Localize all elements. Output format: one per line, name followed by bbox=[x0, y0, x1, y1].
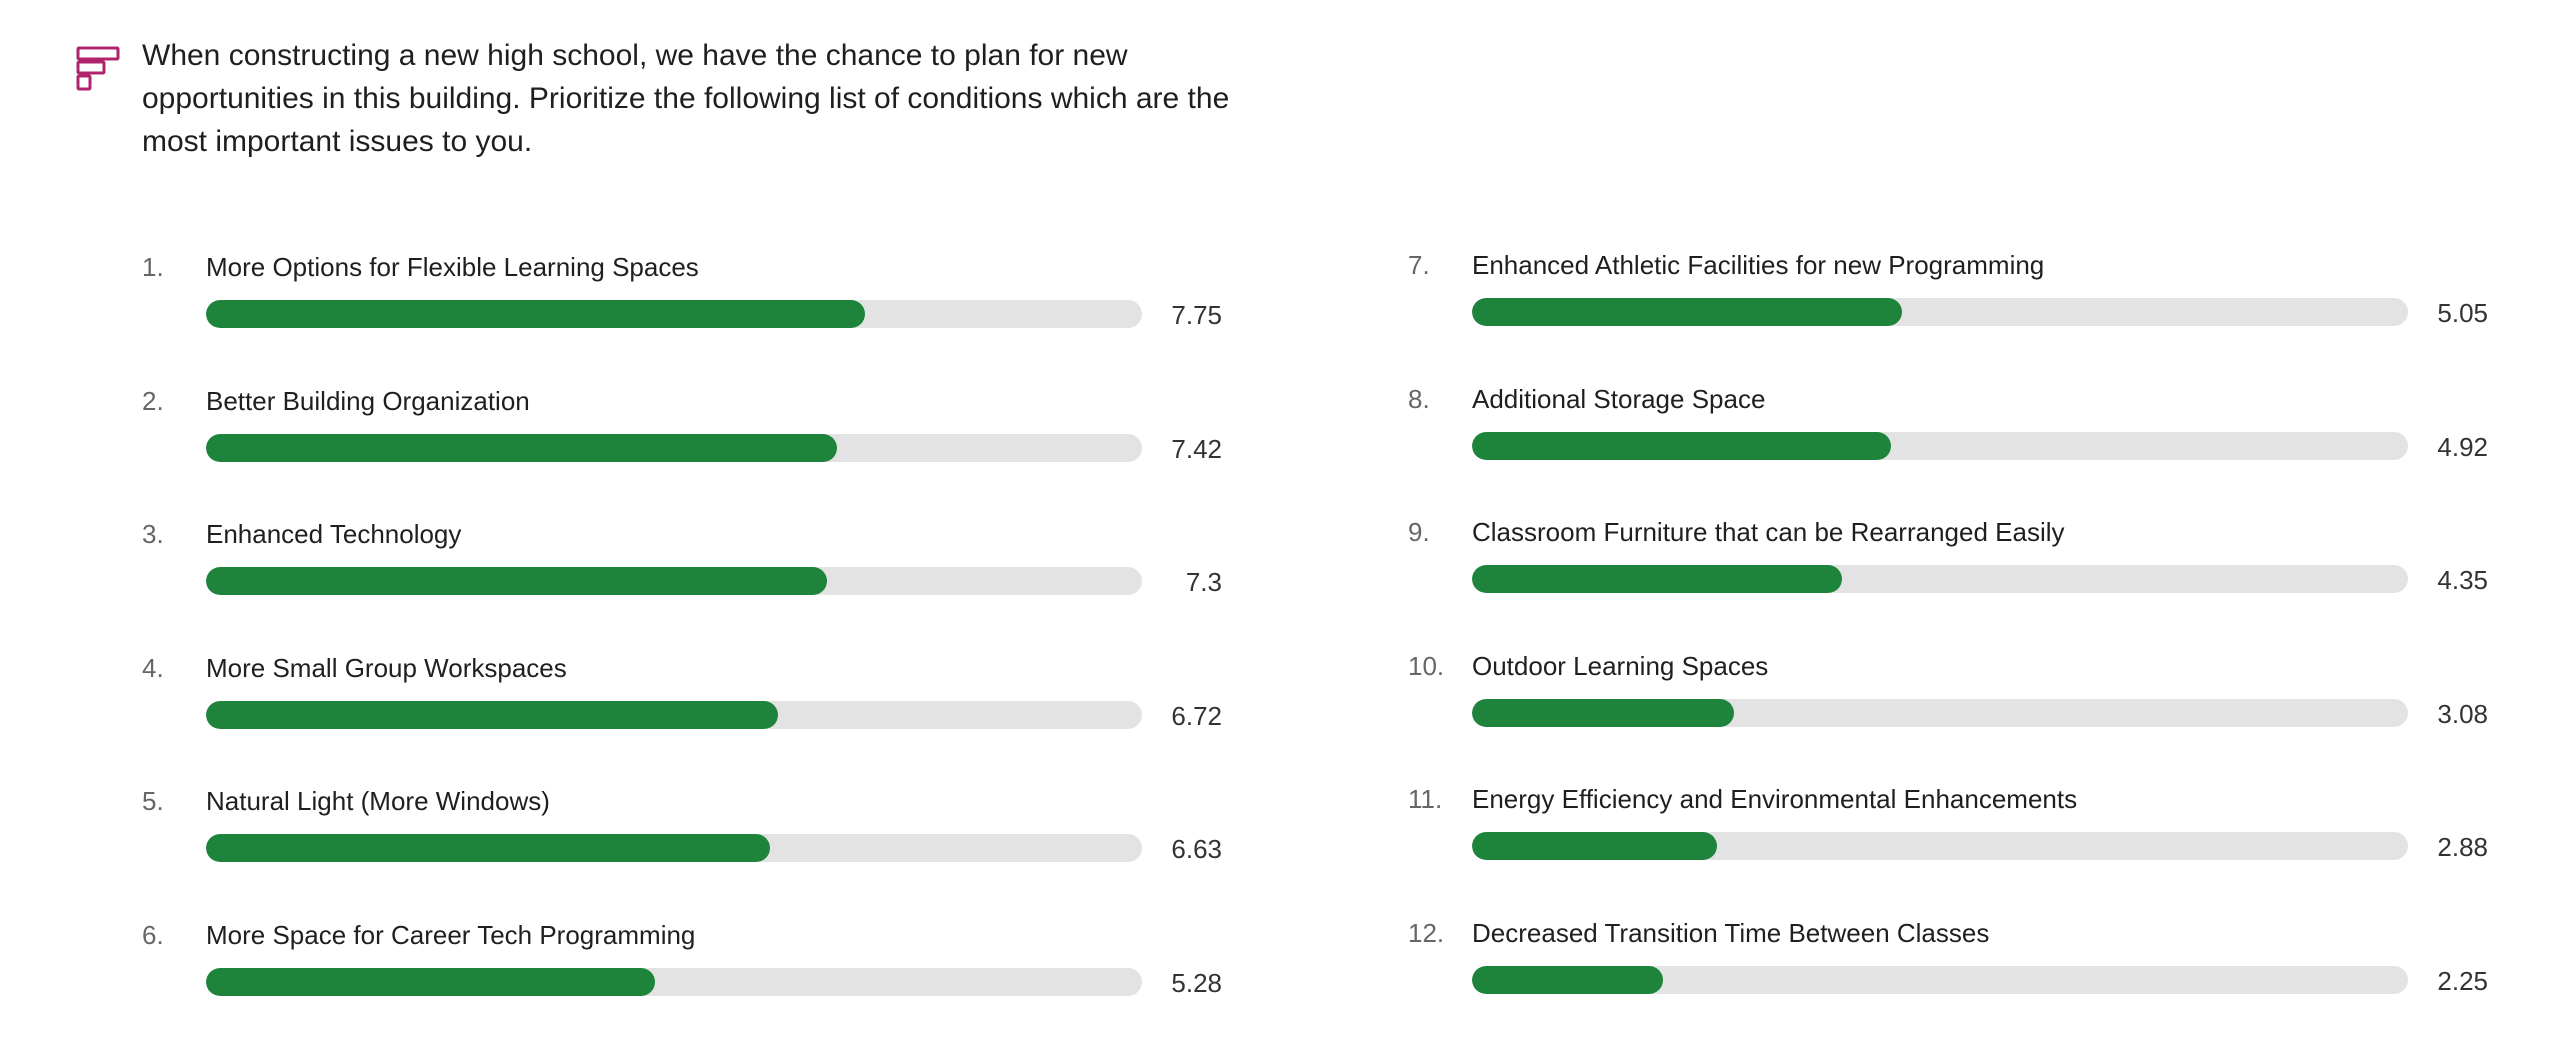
rank-number: 6. bbox=[142, 919, 164, 950]
bar-track bbox=[1472, 431, 2408, 460]
rank-item: 11. Energy Efficiency and Environmental E… bbox=[1408, 782, 2548, 892]
rank-value: 7.75 bbox=[1171, 300, 1222, 330]
rank-item: 1. More Options for Flexible Learning Spa… bbox=[142, 250, 1282, 360]
rank-number: 7. bbox=[1408, 250, 1430, 280]
bar-fill bbox=[206, 834, 770, 862]
rank-value: 3.08 bbox=[2437, 698, 2488, 729]
rank-value: 6.72 bbox=[1171, 700, 1222, 731]
bar-fill bbox=[206, 967, 655, 996]
rank-item: 4. More Small Group Workspaces 6.72 bbox=[142, 651, 1282, 761]
question-text: When constructing a new high school, we … bbox=[142, 39, 1230, 158]
bar-track bbox=[206, 567, 1142, 595]
rank-number: 3. bbox=[142, 519, 164, 549]
rank-value: 2.88 bbox=[2437, 832, 2488, 862]
rank-item: 12. Decreased Transition Time Between Cla… bbox=[1408, 916, 2548, 1026]
rank-item: 10. Outdoor Learning Spaces 3.08 bbox=[1408, 649, 2548, 759]
ranking-icon bbox=[76, 46, 120, 91]
rank-number: 4. bbox=[142, 652, 164, 683]
rank-value: 4.92 bbox=[2437, 431, 2488, 462]
bar-track bbox=[206, 300, 1142, 328]
bar-fill bbox=[206, 567, 827, 595]
bar-track bbox=[1472, 298, 2408, 326]
rank-label: Outdoor Learning Spaces bbox=[1472, 650, 1769, 681]
rank-label: More Small Group Workspaces bbox=[206, 652, 567, 683]
rank-item: 3. Enhanced Technology 7.3 bbox=[142, 517, 1282, 627]
rank-label: Decreased Transition Time Between Classe… bbox=[1472, 917, 1990, 948]
rank-value: 4.35 bbox=[2437, 565, 2488, 595]
rank-number: 2. bbox=[142, 385, 164, 416]
rank-number: 10. bbox=[1408, 650, 1445, 681]
rank-number: 12. bbox=[1408, 917, 1445, 948]
rank-label: Enhanced Technology bbox=[206, 519, 462, 549]
bar-fill bbox=[206, 300, 865, 328]
bar-fill bbox=[206, 433, 837, 462]
rank-value: 7.42 bbox=[1171, 433, 1222, 464]
bar-track bbox=[1472, 698, 2408, 727]
rank-item: 5. Natural Light (More Windows) 6.63 bbox=[142, 784, 1282, 894]
rank-item: 6. More Space for Career Tech Programming… bbox=[142, 918, 1282, 1028]
bar-track bbox=[1472, 832, 2408, 860]
rank-number: 11. bbox=[1408, 784, 1443, 814]
rank-label: Additional Storage Space bbox=[1472, 383, 1766, 414]
bar-track bbox=[206, 967, 1142, 996]
bar-track bbox=[1472, 965, 2408, 994]
rank-number: 9. bbox=[1408, 517, 1430, 547]
rank-label: Enhanced Athletic Facilities for new Pro… bbox=[1472, 250, 2045, 280]
rank-label: More Options for Flexible Learning Space… bbox=[206, 252, 699, 282]
rank-item: 7. Enhanced Athletic Facilities for new P… bbox=[1408, 248, 2548, 358]
rank-value: 5.28 bbox=[1171, 967, 1222, 998]
bar-track bbox=[206, 834, 1142, 862]
bar-track bbox=[1472, 565, 2408, 593]
rank-label: More Space for Career Tech Programming bbox=[206, 919, 696, 950]
bar-fill bbox=[1472, 698, 1734, 727]
rank-number: 1. bbox=[142, 252, 164, 282]
rank-item: 2. Better Building Organization 7.42 bbox=[142, 384, 1282, 494]
rank-label: Energy Efficiency and Environmental Enha… bbox=[1472, 784, 2078, 814]
bar-fill bbox=[1472, 431, 1891, 460]
rank-label: Classroom Furniture that can be Rearrang… bbox=[1472, 517, 2065, 547]
bar-fill bbox=[1472, 565, 1842, 593]
bar-track bbox=[206, 700, 1142, 729]
rank-value: 5.05 bbox=[2437, 298, 2488, 328]
bar-fill bbox=[1472, 832, 1717, 860]
rank-label: Better Building Organization bbox=[206, 385, 530, 416]
rank-item: 8. Additional Storage Space 4.92 bbox=[1408, 382, 2548, 492]
rank-value: 2.25 bbox=[2437, 965, 2488, 996]
rank-number: 5. bbox=[142, 786, 164, 816]
rank-value: 7.3 bbox=[1185, 567, 1222, 597]
bar-track bbox=[206, 433, 1142, 462]
bar-fill bbox=[1472, 298, 1902, 326]
bar-fill bbox=[206, 700, 778, 729]
rank-number: 8. bbox=[1408, 383, 1430, 414]
rank-item: 9. Classroom Furniture that can be Rearra… bbox=[1408, 515, 2548, 625]
rank-label: Natural Light (More Windows) bbox=[206, 786, 550, 816]
bar-fill bbox=[1472, 965, 1663, 994]
rank-value: 6.63 bbox=[1171, 834, 1222, 864]
